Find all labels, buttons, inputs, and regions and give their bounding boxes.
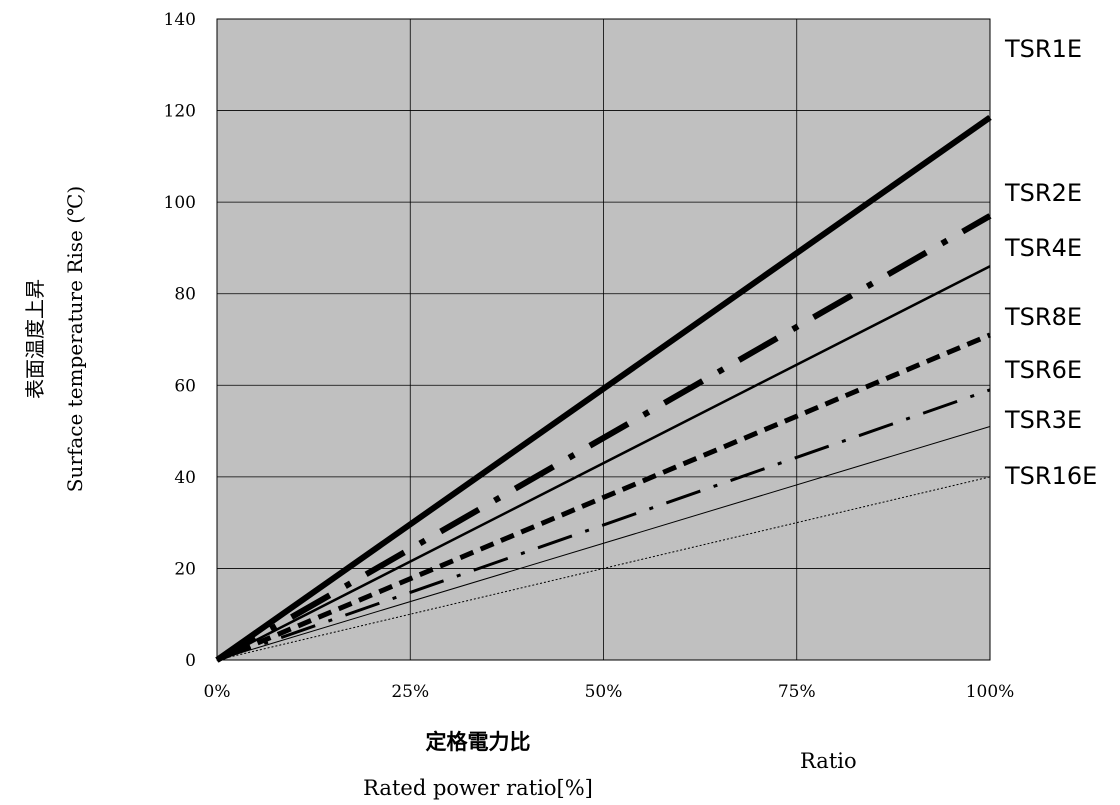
x-tick-label: 0% <box>204 682 231 702</box>
series-line-tsr2e <box>215 213 992 663</box>
y-axis-title-en: Surface temperature Rise (℃) <box>63 186 87 492</box>
series-line-tsr4e <box>216 265 991 662</box>
y-tick-label: 60 <box>174 376 196 396</box>
series-line-tsr3e <box>216 426 991 661</box>
x-tick-label: 50% <box>585 682 623 702</box>
y-tick-label: 80 <box>174 285 196 305</box>
series-labels: TSR1E TSR2E TSR4E TSR8E TSR6E TSR3E TSR16E <box>1004 35 1097 490</box>
y-tick-label: 100 <box>164 193 196 213</box>
x-tick-label: 100% <box>966 682 1015 702</box>
series-label-tsr8e: TSR8E <box>1004 303 1082 331</box>
annotation-ratio: Ratio <box>800 749 857 773</box>
series-label-tsr2e: TSR2E <box>1004 179 1082 207</box>
y-tick-label: 20 <box>174 559 196 579</box>
series-line-tsr16e <box>216 476 991 661</box>
tick-labels: 0 20 40 60 80 100 120 140 0% 25% 50% 75% 100% <box>164 10 1015 702</box>
y-tick-label: 40 <box>174 468 196 488</box>
series-label-tsr16e: TSR16E <box>1004 462 1097 490</box>
x-tick-label: 25% <box>391 682 429 702</box>
y-axis-title-ja: 表面温度上昇 <box>23 279 47 399</box>
series-label-tsr6e: TSR6E <box>1004 356 1082 384</box>
series-label-tsr3e: TSR3E <box>1004 406 1082 434</box>
y-tick-label: 140 <box>164 10 196 30</box>
x-axis-title-ja: 定格電力比 <box>426 730 531 754</box>
series-label-tsr4e: TSR4E <box>1004 234 1082 262</box>
series-label-tsr1e: TSR1E <box>1004 35 1082 63</box>
series-line-tsr1e <box>215 114 992 663</box>
series-lines <box>215 114 992 663</box>
y-tick-label: 120 <box>164 102 196 122</box>
series-line-tsr6e <box>216 388 991 662</box>
series-line-tsr8e <box>216 332 991 663</box>
y-axis-title: 表面温度上昇 Surface temperature Rise (℃) <box>23 186 87 492</box>
y-tick-label: 0 <box>185 651 196 671</box>
x-axis-title-en: Rated power ratio[%] <box>363 776 593 800</box>
x-tick-label: 75% <box>778 682 816 702</box>
